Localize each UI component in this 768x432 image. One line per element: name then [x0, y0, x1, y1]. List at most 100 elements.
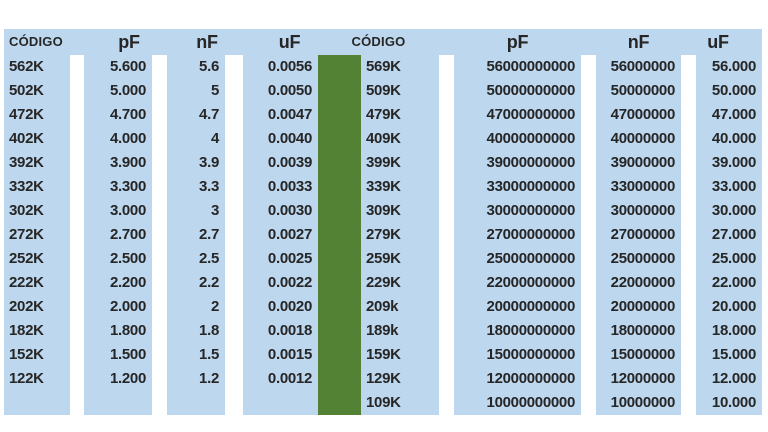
uf-cell-right: 30.000 [696, 199, 762, 223]
column-gap [152, 343, 167, 367]
header-pf-left-label: pF [118, 32, 140, 52]
pf-cell-right: 15000000000 [454, 343, 581, 367]
uf-cell-left: 0.0018 [243, 319, 318, 343]
pf-cell-left: 2.700 [84, 223, 152, 247]
codigo-cell-right: 129K [361, 367, 439, 391]
column-gap [439, 295, 454, 319]
column-gap [439, 151, 454, 175]
column-gap [152, 319, 167, 343]
nf-cell-right: 39000000 [596, 151, 681, 175]
uf-cell-left: 0.0033 [243, 175, 318, 199]
pf-cell-left: 1.500 [84, 343, 152, 367]
nf-cell-right: 12000000 [596, 367, 681, 391]
column-gap [70, 271, 84, 295]
pf-cell-right: 18000000000 [454, 319, 581, 343]
column-gap [581, 127, 596, 151]
pf-cell-right: 40000000000 [454, 127, 581, 151]
green-divider-bar [318, 367, 361, 391]
nf-cell-left: 1.2 [167, 367, 225, 391]
pf-cell-left: 4.000 [84, 127, 152, 151]
column-gap [225, 343, 243, 367]
column-gap [581, 175, 596, 199]
header-uf-right-label: uF [707, 32, 729, 52]
green-divider-bar [318, 199, 361, 223]
pf-cell-right: 56000000000 [454, 55, 581, 79]
uf-cell-right: 20.000 [696, 295, 762, 319]
nf-cell-right: 47000000 [596, 103, 681, 127]
column-gap [225, 127, 243, 151]
nf-cell-left: 1.5 [167, 343, 225, 367]
green-divider-bar [318, 127, 361, 151]
codigo-cell-left: 332K [4, 175, 70, 199]
codigo-cell-left: 222K [4, 271, 70, 295]
uf-cell-right: 15.000 [696, 343, 762, 367]
column-gap [581, 103, 596, 127]
codigo-cell-right: 209k [361, 295, 439, 319]
column-gap [225, 247, 243, 271]
column-gap [581, 79, 596, 103]
column-gap [581, 55, 596, 79]
column-gap [152, 103, 167, 127]
column-gap [581, 391, 596, 415]
column-gap [225, 391, 243, 415]
column-gap [70, 223, 84, 247]
codigo-cell-right: 399K [361, 151, 439, 175]
nf-cell-right: 40000000 [596, 127, 681, 151]
column-gap [70, 319, 84, 343]
uf-cell-right: 40.000 [696, 127, 762, 151]
header-uf-right: uF [696, 29, 762, 55]
uf-cell-right: 10.000 [696, 391, 762, 415]
nf-cell-left: 3.3 [167, 175, 225, 199]
pf-cell-left: 2.500 [84, 247, 152, 271]
column-gap [70, 55, 84, 79]
column-gap [152, 79, 167, 103]
column-gap [225, 199, 243, 223]
column-gap [681, 295, 696, 319]
column-gap [439, 319, 454, 343]
codigo-cell-left: 302K [4, 199, 70, 223]
column-gap [152, 175, 167, 199]
codigo-cell-left [4, 391, 70, 415]
green-divider-bar [318, 79, 361, 103]
pf-cell-left: 3.300 [84, 175, 152, 199]
nf-cell-right: 30000000 [596, 199, 681, 223]
nf-cell-left: 5 [167, 79, 225, 103]
column-gap [581, 199, 596, 223]
column-gap [681, 199, 696, 223]
codigo-cell-right: 479K [361, 103, 439, 127]
nf-cell-left: 2 [167, 295, 225, 319]
pf-cell-right: 10000000000 [454, 391, 581, 415]
codigo-cell-right: 159K [361, 343, 439, 367]
column-gap [581, 367, 596, 391]
header-gap [439, 29, 454, 55]
pf-cell-left [84, 391, 152, 415]
nf-cell-right: 18000000 [596, 319, 681, 343]
nf-cell-left: 4.7 [167, 103, 225, 127]
column-gap [152, 247, 167, 271]
nf-cell-right: 50000000 [596, 79, 681, 103]
nf-cell-left: 3 [167, 199, 225, 223]
pf-cell-left: 5.600 [84, 55, 152, 79]
column-gap [439, 367, 454, 391]
column-gap [439, 271, 454, 295]
uf-cell-left: 0.0020 [243, 295, 318, 319]
nf-cell-left: 3.9 [167, 151, 225, 175]
codigo-cell-left: 152K [4, 343, 70, 367]
column-gap [152, 199, 167, 223]
uf-cell-right: 50.000 [696, 79, 762, 103]
header-uf-left: uF [243, 29, 318, 55]
column-gap [681, 367, 696, 391]
pf-cell-right: 25000000000 [454, 247, 581, 271]
green-divider-bar [318, 247, 361, 271]
pf-cell-right: 30000000000 [454, 199, 581, 223]
header-gap [152, 29, 167, 55]
uf-cell-left [243, 391, 318, 415]
header-pf-left: pF [84, 29, 152, 55]
uf-cell-right: 25.000 [696, 247, 762, 271]
column-gap [681, 391, 696, 415]
nf-cell-left [167, 391, 225, 415]
pf-cell-right: 12000000000 [454, 367, 581, 391]
codigo-cell-left: 392K [4, 151, 70, 175]
codigo-cell-left: 402K [4, 127, 70, 151]
column-gap [439, 127, 454, 151]
